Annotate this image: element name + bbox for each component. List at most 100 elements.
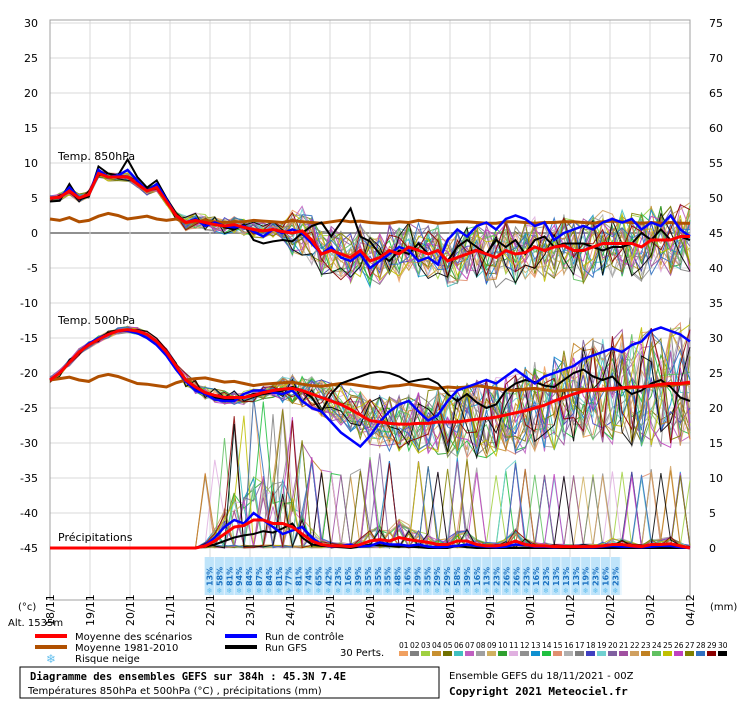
left-tick-label: -35 — [20, 472, 38, 485]
snow-risk-value: 16% — [404, 567, 413, 586]
snow-risk-cell — [205, 557, 214, 595]
snow-risk-cell — [482, 557, 492, 595]
member-legend-swatch — [630, 651, 639, 656]
snowflake-icon: ❄ — [593, 587, 599, 595]
left-tick-label: 20 — [24, 87, 38, 100]
plot-frame — [49, 19, 691, 601]
snow-risk-value: 84% — [265, 567, 274, 586]
x-tick-label: 20/11 — [124, 594, 137, 626]
snowflake-icon: ❄ — [464, 587, 470, 595]
snowflake-icon: ❄ — [444, 587, 450, 595]
snowflake-icon: ❄ — [474, 587, 480, 595]
member-legend-label: 09 — [487, 641, 497, 650]
snow-risk-value: 13% — [483, 567, 492, 586]
snow-risk-cell — [373, 557, 383, 595]
x-tick-label: 02/12 — [604, 594, 617, 626]
snow-risk-cell — [531, 557, 541, 595]
member-legend-swatch — [575, 651, 584, 656]
snowflake-icon: ❄ — [266, 587, 272, 595]
t850-climatology-line — [49, 211, 690, 225]
snow-risk-value: 16% — [473, 567, 482, 586]
left-tick-label: 30 — [24, 17, 38, 30]
right-unit-label: (mm) — [710, 602, 737, 613]
snowflake-icon: ❄ — [494, 587, 500, 595]
member-legend-swatch — [619, 651, 628, 656]
member-line-t500 — [49, 328, 691, 460]
left-axis: 30 25 20 15 10 5 0 -5 -10 -15 -20 -25 -30 -35 -40 -45 — [20, 17, 38, 555]
copyright: Copyright 2021 Meteociel.fr — [449, 685, 628, 698]
snow-risk-value: 58% — [215, 567, 224, 586]
snow-risk-value: 35% — [364, 567, 373, 586]
snow-risk-value: 87% — [255, 567, 264, 586]
right-tick-label: 65 — [709, 87, 723, 100]
x-axis: 18/11 19/11 20/11 21/11 22/11 23/11 24/11 25/11… — [44, 594, 697, 626]
snow-risk-value: 65% — [314, 567, 323, 586]
member-legend-swatch — [553, 651, 562, 656]
legend-label-clim: Moyenne 1981-2010 — [75, 643, 178, 654]
legend-label-perts: 30 Perts. — [340, 648, 384, 659]
member-legend-swatch — [663, 651, 672, 656]
snowflake-icon: ❄ — [414, 587, 420, 595]
snow-risk-value: 13% — [552, 567, 561, 586]
member-legend-label: 12 — [520, 641, 530, 650]
member-legend-swatch — [432, 651, 441, 656]
footer-title: Diagramme des ensembles GEFS sur 384h : … — [30, 671, 346, 683]
snowflake-icon: ❄ — [434, 587, 440, 595]
member-legend-label: 23 — [641, 641, 651, 650]
snowflake-icon: ❄ — [216, 587, 222, 595]
member-legend-swatch — [465, 651, 474, 656]
snow-risk-value: 13% — [206, 567, 215, 586]
x-tick-label: 28/11 — [444, 594, 457, 626]
snow-risk-cell — [244, 557, 254, 595]
snow-risk-value: 23% — [542, 567, 551, 586]
snowflake-icon: ❄ — [504, 587, 510, 595]
snow-risk-cell — [254, 557, 264, 595]
snow-risk-value: 81% — [225, 567, 234, 586]
snow-risk-value: 84% — [245, 567, 254, 586]
snowflake-icon: ❄ — [365, 587, 371, 595]
snow-risk-value: 35% — [374, 567, 383, 586]
member-legend-swatch — [718, 651, 727, 656]
member-legend-label: 03 — [421, 641, 431, 650]
footer-title-box — [19, 666, 440, 699]
right-tick-label: 40 — [709, 262, 723, 275]
snowflake-icon: ❄ — [603, 587, 609, 595]
snow-risk-value: 16% — [532, 567, 541, 586]
legend-label-mean: Moyenne des scénarios — [75, 631, 192, 643]
snowflake-icon: ❄ — [315, 587, 321, 595]
snow-risk-cell — [343, 557, 353, 595]
snow-risk-cell — [541, 557, 551, 595]
snow-risk-value: 29% — [443, 567, 452, 586]
snowflake-icon: ❄ — [513, 587, 519, 595]
member-legend-swatch — [674, 651, 683, 656]
left-tick-label: 15 — [24, 122, 38, 135]
snow-risk-cell — [452, 557, 462, 595]
snowflake-icon: ❄ — [553, 587, 559, 595]
right-tick-label: 55 — [709, 157, 723, 170]
snow-risk-cell — [284, 557, 294, 595]
snowflake-icon: ❄ — [573, 587, 579, 595]
snow-risk-value: 16% — [602, 567, 611, 586]
snow-risk-cell — [581, 557, 591, 595]
member-legend-label: 25 — [663, 641, 673, 650]
snow-risk-value: 35% — [384, 567, 393, 586]
legend: Moyenne des scénarios Moyenne 1981-2010 … — [35, 631, 728, 666]
snow-risk-cell — [353, 557, 363, 595]
snow-risk-value: 19% — [582, 567, 591, 586]
member-legend-swatch — [707, 651, 716, 656]
member-legend-swatch — [399, 651, 408, 656]
right-tick-label: 70 — [709, 52, 723, 65]
snow-risk-cell — [274, 557, 284, 595]
snowflake-icon: ❄ — [405, 587, 411, 595]
snow-risk-value: 74% — [305, 567, 314, 586]
snow-risk-value: 23% — [334, 567, 343, 586]
snowflake-icon: ❄ — [256, 587, 262, 595]
snow-risk-cell — [383, 557, 393, 595]
panel-label-t850: Temp. 850hPa — [57, 150, 135, 163]
left-tick-label: 10 — [24, 157, 38, 170]
snowflake-icon: ❄ — [563, 587, 569, 595]
snow-risk-value: 29% — [433, 567, 442, 586]
member-legend-label: 28 — [696, 641, 706, 650]
x-tick-label: 30/11 — [524, 594, 537, 626]
right-tick-label: 25 — [709, 367, 723, 380]
